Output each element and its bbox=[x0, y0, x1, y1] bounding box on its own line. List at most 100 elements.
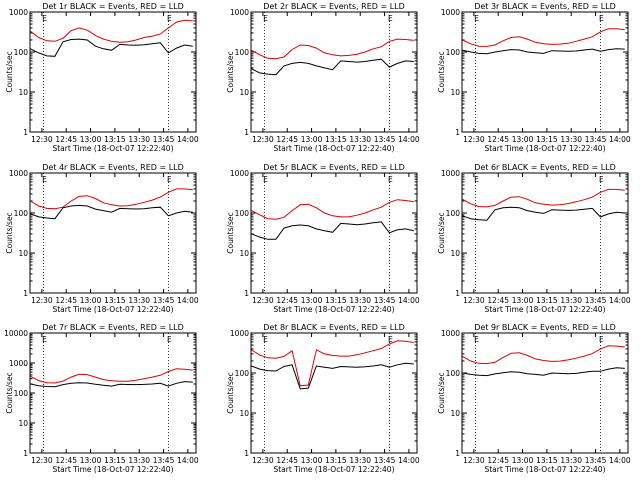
x-tick-label: 13:15 bbox=[104, 296, 126, 305]
y-tick-label: 10 bbox=[239, 249, 249, 258]
panel-det-6: Det 6r BLACK = Events, RED = LLD 1 10 100 10… bbox=[437, 163, 631, 314]
y-tick-label: 1000 bbox=[230, 329, 249, 338]
x-tick-label: 13:30 bbox=[349, 456, 371, 465]
event-marker-label: E bbox=[474, 335, 479, 344]
y-tick-label: 100 bbox=[235, 369, 250, 378]
panel-title: Det 1r BLACK = Events, RED = LLD bbox=[42, 2, 184, 11]
plot-frame bbox=[250, 172, 418, 294]
panel-det-9: Det 9r BLACK = Events, RED = LLD 1 10 100 10… bbox=[437, 323, 631, 474]
x-tick-label: 12:45 bbox=[487, 135, 509, 144]
plot-frame bbox=[461, 332, 629, 454]
y-axis-label: Counts/sec bbox=[226, 372, 235, 413]
panel-det-2: Det 2r BLACK = Events, RED = LLD 1 10 100 10… bbox=[226, 2, 420, 153]
event-marker-label: E bbox=[167, 14, 172, 23]
x-tick-label: 13:30 bbox=[560, 135, 582, 144]
y-tick-label: 1 bbox=[244, 128, 249, 137]
x-tick-label: 13:15 bbox=[325, 135, 347, 144]
panel-title: Det 4r BLACK = Events, RED = LLD bbox=[42, 163, 184, 172]
x-tick-label: 13:45 bbox=[374, 296, 396, 305]
panel-title: Det 3r BLACK = Events, RED = LLD bbox=[474, 2, 616, 11]
y-tick-label: 10 bbox=[239, 88, 249, 97]
x-tick-label: 13:15 bbox=[104, 456, 126, 465]
plot-frame bbox=[29, 11, 197, 133]
x-tick-label: 13:30 bbox=[128, 135, 150, 144]
x-tick-label: 12:45 bbox=[55, 135, 77, 144]
y-tick-label: 100 bbox=[446, 369, 461, 378]
x-tick-label: 13:30 bbox=[560, 456, 582, 465]
x-tick-label: 13:00 bbox=[512, 456, 534, 465]
y-tick-label: 10 bbox=[239, 409, 249, 418]
y-axis-label: Counts/sec bbox=[5, 51, 14, 92]
y-tick-label: 100 bbox=[235, 209, 250, 218]
y-tick-label: 1 bbox=[455, 289, 460, 298]
event-marker-label: E bbox=[42, 175, 47, 184]
x-axis-label: Start Time (18-Oct-07 12:22:40) bbox=[52, 144, 173, 153]
y-tick-label: 10000 bbox=[4, 329, 28, 338]
x-tick-label: 14:00 bbox=[398, 296, 420, 305]
y-tick-label: 1 bbox=[23, 449, 28, 458]
x-tick-label: 13:30 bbox=[128, 456, 150, 465]
y-axis-label: Counts/sec bbox=[437, 212, 446, 253]
y-tick-label: 1000 bbox=[9, 169, 28, 178]
panel-title: Det 7r BLACK = Events, RED = LLD bbox=[42, 323, 184, 332]
panel-title: Det 2r BLACK = Events, RED = LLD bbox=[263, 2, 405, 11]
x-tick-label: 13:15 bbox=[325, 456, 347, 465]
panel-det-1: Det 1r BLACK = Events, RED = LLD 1 10 100 10… bbox=[5, 2, 199, 153]
events-series-line bbox=[251, 58, 414, 76]
y-tick-label: 10 bbox=[18, 249, 28, 258]
x-tick-label: 13:00 bbox=[512, 135, 534, 144]
x-tick-label: 12:30 bbox=[463, 296, 485, 305]
y-tick-label: 1000 bbox=[9, 359, 28, 368]
x-tick-label: 13:00 bbox=[512, 296, 534, 305]
x-tick-label: 13:15 bbox=[536, 296, 558, 305]
y-tick-label: 1000 bbox=[441, 329, 460, 338]
plot-frame bbox=[461, 11, 629, 133]
event-marker-label: E bbox=[167, 335, 172, 344]
y-tick-label: 1 bbox=[244, 289, 249, 298]
y-axis-label: Counts/sec bbox=[226, 212, 235, 253]
y-tick-label: 10 bbox=[18, 88, 28, 97]
x-tick-label: 12:45 bbox=[55, 456, 77, 465]
x-tick-label: 13:45 bbox=[153, 456, 175, 465]
x-tick-label: 12:30 bbox=[31, 456, 53, 465]
x-tick-label: 13:45 bbox=[374, 456, 396, 465]
event-marker-label: E bbox=[474, 175, 479, 184]
plot-frame bbox=[29, 332, 197, 454]
lld-series-line bbox=[251, 38, 414, 60]
y-axis-label: Counts/sec bbox=[5, 212, 14, 253]
x-tick-label: 13:45 bbox=[374, 135, 396, 144]
x-tick-label: 13:30 bbox=[560, 296, 582, 305]
lld-series-line bbox=[30, 368, 193, 384]
x-tick-label: 12:45 bbox=[487, 296, 509, 305]
x-tick-label: 12:30 bbox=[252, 456, 274, 465]
y-axis-label: Counts/sec bbox=[5, 372, 14, 413]
x-axis-label: Start Time (18-Oct-07 12:22:40) bbox=[273, 465, 394, 474]
y-tick-label: 100 bbox=[446, 48, 461, 57]
x-tick-label: 12:30 bbox=[463, 456, 485, 465]
y-axis-label: Counts/sec bbox=[437, 51, 446, 92]
x-tick-label: 13:30 bbox=[128, 296, 150, 305]
x-tick-label: 13:00 bbox=[80, 135, 102, 144]
panel-det-8: Det 8r BLACK = Events, RED = LLD 1 10 100 10… bbox=[226, 323, 420, 474]
events-series-line bbox=[30, 204, 193, 220]
y-tick-label: 10 bbox=[18, 419, 28, 428]
lld-series-line bbox=[462, 28, 625, 47]
x-tick-label: 12:45 bbox=[487, 456, 509, 465]
x-axis-label: Start Time (18-Oct-07 12:22:40) bbox=[52, 305, 173, 314]
x-tick-label: 14:00 bbox=[398, 135, 420, 144]
x-tick-label: 14:00 bbox=[609, 456, 631, 465]
lld-series-line bbox=[462, 345, 625, 365]
x-tick-label: 13:15 bbox=[325, 296, 347, 305]
event-marker-label: E bbox=[263, 335, 268, 344]
events-series-line bbox=[251, 362, 414, 390]
event-marker-label: E bbox=[599, 14, 604, 23]
x-tick-label: 14:00 bbox=[177, 135, 199, 144]
y-tick-label: 10 bbox=[450, 409, 460, 418]
event-marker-label: E bbox=[263, 175, 268, 184]
events-series-line bbox=[30, 381, 193, 388]
events-series-line bbox=[462, 48, 625, 55]
event-marker-label: E bbox=[388, 175, 393, 184]
event-marker-label: E bbox=[263, 14, 268, 23]
x-tick-label: 12:45 bbox=[276, 296, 298, 305]
plot-frame bbox=[250, 332, 418, 454]
